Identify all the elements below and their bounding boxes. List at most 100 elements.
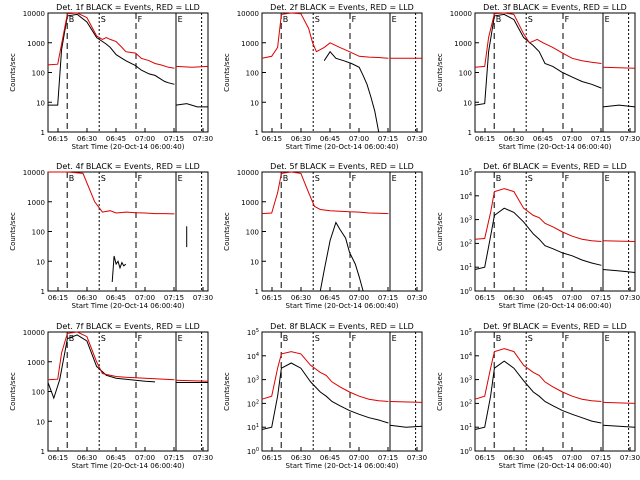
x-tick-label: 06:30 <box>504 294 524 302</box>
y-tick-label: 100 <box>32 70 45 78</box>
region-mark: S <box>528 334 533 343</box>
y-tick-label: 104 <box>460 352 472 361</box>
x-axis-label: Start Time (20-Oct-14 06:00:40) <box>72 462 185 470</box>
region-mark: B <box>496 174 502 183</box>
x-tick-label: 07:00 <box>349 454 369 462</box>
region-mark: F <box>565 334 570 343</box>
x-tick-label: 07:00 <box>135 294 155 302</box>
lld-series-line <box>261 12 389 59</box>
events-series-line-tail <box>602 424 636 428</box>
y-tick-exponent: 4 <box>469 192 472 198</box>
x-axis-label: Start Time (20-Oct-14 06:00:40) <box>499 462 612 470</box>
x-tick-label: 06:45 <box>320 454 340 462</box>
lld-series-line-tail <box>602 66 636 69</box>
x-tick-label: 06:30 <box>291 135 311 143</box>
region-mark: F <box>138 15 143 24</box>
x-tick-label: 07:15 <box>164 294 184 302</box>
region-mark: E <box>392 15 397 24</box>
y-tick-label: 100 <box>32 229 45 237</box>
y-axis-label: Counts/sec <box>436 212 444 251</box>
x-tick-label: 06:15 <box>262 135 282 143</box>
panel-title: Det. 9f BLACK = Events, RED = LLD <box>483 322 627 331</box>
x-tick-label: 07:30 <box>620 454 640 462</box>
y-tick-label: 10 <box>463 99 472 107</box>
region-mark: F <box>352 15 357 24</box>
x-tick-label: 07:00 <box>562 135 582 143</box>
x-tick-label: 06:30 <box>504 135 524 143</box>
y-tick-label: 100 <box>459 70 472 78</box>
region-mark: S <box>528 174 533 183</box>
y-tick-label: 100 <box>32 389 45 397</box>
y-axis-label: Counts/sec <box>223 372 231 411</box>
events-series-line-tail <box>602 104 636 108</box>
region-mark: F <box>138 174 143 183</box>
detector-panel-2: Det. 2f BLACK = Events, RED = LLD 1 10 100 1… <box>223 3 427 151</box>
y-tick-exponent: 4 <box>256 352 259 358</box>
x-tick-label: 07:00 <box>349 135 369 143</box>
plot-frame <box>47 331 209 452</box>
x-tick-label: 06:30 <box>77 135 97 143</box>
x-tick-label: 06:45 <box>533 294 553 302</box>
y-tick-exponent: 2 <box>256 399 259 405</box>
events-series-line-tail <box>389 424 423 428</box>
y-tick-label: 100 <box>460 447 472 456</box>
y-tick-label: 10000 <box>23 169 45 177</box>
x-tick-label: 07:30 <box>193 135 213 143</box>
lld-series-line <box>261 171 389 215</box>
region-mark: S <box>101 15 106 24</box>
y-tick-label: 1000 <box>454 40 472 48</box>
x-tick-label: 07:15 <box>378 135 398 143</box>
y-axis-label: Counts/sec <box>436 53 444 92</box>
lld-series-line <box>474 348 602 402</box>
x-tick-label: 06:45 <box>106 454 126 462</box>
panel-title: Det. 2f BLACK = Events, RED = LLD <box>270 3 414 12</box>
x-tick-label: 07:00 <box>562 454 582 462</box>
x-tick-label: 06:45 <box>106 135 126 143</box>
lld-series-line <box>47 331 175 381</box>
y-tick-label: 10000 <box>237 169 259 177</box>
y-tick-label: 10 <box>36 99 45 107</box>
x-tick-label: 06:30 <box>77 454 97 462</box>
x-tick-label: 07:15 <box>164 135 184 143</box>
x-axis-label: Start Time (20-Oct-14 06:00:40) <box>72 302 185 310</box>
region-mark: S <box>528 15 533 24</box>
detector-panel-6: Det. 6f BLACK = Events, RED = LLD1001011… <box>436 162 640 310</box>
x-tick-label: 06:45 <box>320 135 340 143</box>
region-mark: B <box>283 334 289 343</box>
x-axis-label: Start Time (20-Oct-14 06:00:40) <box>499 143 612 151</box>
y-tick-label: 1 <box>255 288 259 296</box>
x-tick-label: 06:15 <box>48 454 68 462</box>
panel-title: Det. 1f BLACK = Events, RED = LLD <box>56 3 200 12</box>
x-tick-label: 07:15 <box>591 135 611 143</box>
events-series-line <box>48 13 175 106</box>
y-tick-exponent: 1 <box>469 263 472 269</box>
x-axis-label: Start Time (20-Oct-14 06:00:40) <box>286 143 399 151</box>
y-tick-label: 105 <box>247 328 259 337</box>
plot-frame <box>47 171 209 292</box>
lld-series-line-tail <box>602 240 636 242</box>
y-axis-label: Counts/sec <box>9 212 17 251</box>
region-mark: S <box>315 334 320 343</box>
events-series-line <box>261 362 389 430</box>
y-tick-exponent: 3 <box>469 376 472 382</box>
events-series-line-tail <box>602 269 636 273</box>
x-tick-label: 07:30 <box>193 454 213 462</box>
x-tick-label: 06:45 <box>320 294 340 302</box>
y-tick-label: 100 <box>247 447 259 456</box>
y-tick-label: 1 <box>41 129 45 137</box>
y-tick-label: 101 <box>460 423 472 432</box>
y-tick-label: 100 <box>246 229 259 237</box>
panel-title: Det. 3f BLACK = Events, RED = LLD <box>483 3 627 12</box>
plot-frame <box>261 12 423 133</box>
region-mark: S <box>101 334 106 343</box>
y-tick-exponent: 0 <box>469 447 472 453</box>
y-axis-label: Counts/sec <box>223 212 231 251</box>
y-tick-label: 102 <box>247 399 259 408</box>
events-series-line <box>319 221 364 292</box>
y-tick-label: 1000 <box>27 199 45 207</box>
x-tick-label: 07:00 <box>349 294 369 302</box>
region-mark: E <box>178 15 183 24</box>
x-tick-label: 07:00 <box>135 135 155 143</box>
region-mark: F <box>565 174 570 183</box>
lld-series-line <box>474 12 602 68</box>
